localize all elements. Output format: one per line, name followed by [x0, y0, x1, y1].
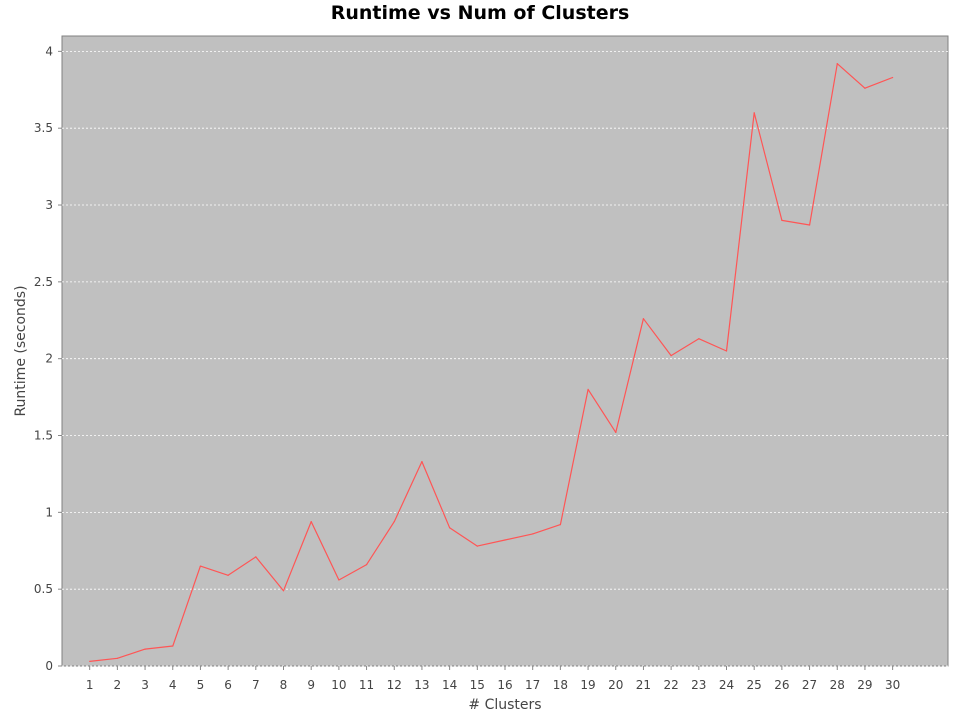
- data-point: [199, 565, 202, 567]
- y-tick-label: 0.5: [34, 582, 53, 596]
- x-tick-label: 12: [387, 678, 402, 692]
- x-tick-label: 20: [608, 678, 623, 692]
- data-point: [227, 574, 229, 576]
- plot-area: [61, 35, 949, 667]
- x-tick-label: 21: [636, 678, 651, 692]
- data-point: [559, 524, 561, 526]
- x-tick-label: 29: [857, 678, 872, 692]
- y-tick-label: 3: [45, 198, 53, 212]
- series-line: [89, 63, 893, 662]
- x-tick-label: 7: [252, 678, 260, 692]
- data-point: [753, 112, 755, 114]
- data-point: [532, 533, 534, 535]
- x-tick-label: 27: [802, 678, 817, 692]
- chart-title: Runtime vs Num of Clusters: [330, 2, 630, 24]
- y-tick-label: 2.5: [34, 275, 53, 289]
- x-tick-label: 14: [442, 678, 457, 692]
- data-point: [615, 431, 617, 434]
- x-tick-label: 9: [307, 678, 315, 692]
- data-point: [642, 318, 645, 320]
- x-tick-label: 17: [525, 678, 540, 692]
- x-tick-label: 1: [86, 678, 94, 692]
- x-tick-label: 26: [774, 678, 789, 692]
- y-tick-label: 4: [45, 44, 53, 58]
- data-point: [808, 224, 811, 226]
- data-point: [310, 520, 312, 523]
- data-point: [172, 645, 174, 647]
- data-point: [282, 590, 285, 592]
- x-tick-label: 22: [663, 678, 678, 692]
- x-tick-label: 3: [141, 678, 149, 692]
- data-point: [725, 350, 728, 352]
- x-tick-label: 30: [885, 678, 900, 692]
- x-tick-label: 16: [497, 678, 512, 692]
- data-point: [89, 660, 91, 662]
- data-point: [449, 527, 451, 529]
- x-tick-label: 4: [169, 678, 177, 692]
- x-tick-label: 13: [414, 678, 429, 692]
- x-tick-label: 19: [580, 678, 595, 692]
- x-tick-label: 18: [553, 678, 568, 692]
- y-tick-label: 1.5: [34, 429, 53, 443]
- x-tick-label: 8: [280, 678, 288, 692]
- data-point: [587, 388, 589, 391]
- x-tick-label: 10: [331, 678, 346, 692]
- x-tick-label: 11: [359, 678, 374, 692]
- x-tick-label: 5: [197, 678, 205, 692]
- data-point: [255, 556, 257, 558]
- x-axis-title: # Clusters: [468, 697, 542, 713]
- data-point: [421, 461, 423, 463]
- data-point: [892, 76, 894, 79]
- y-tick-label: 2: [45, 352, 53, 366]
- x-tick-label: 25: [747, 678, 762, 692]
- data-point: [864, 87, 866, 89]
- data-point: [504, 539, 506, 541]
- data-point: [365, 563, 368, 566]
- data-point: [836, 63, 838, 65]
- data-point: [476, 545, 478, 547]
- x-tick-label: 6: [224, 678, 232, 692]
- x-tick-label: 2: [114, 678, 122, 692]
- x-tick-label: 23: [691, 678, 706, 692]
- data-point: [393, 520, 395, 523]
- x-tick-label: 24: [719, 678, 734, 692]
- x-tick-label: 28: [830, 678, 845, 692]
- data-point: [698, 338, 700, 340]
- data-point: [338, 579, 340, 581]
- data-point: [116, 657, 118, 659]
- y-tick-label: 3.5: [34, 121, 53, 135]
- data-point: [144, 648, 146, 650]
- data-point: [781, 219, 783, 221]
- y-tick-label: 0: [45, 659, 53, 673]
- y-tick-label: 1: [45, 505, 53, 519]
- data-point: [670, 355, 672, 357]
- x-tick-label: 15: [470, 678, 485, 692]
